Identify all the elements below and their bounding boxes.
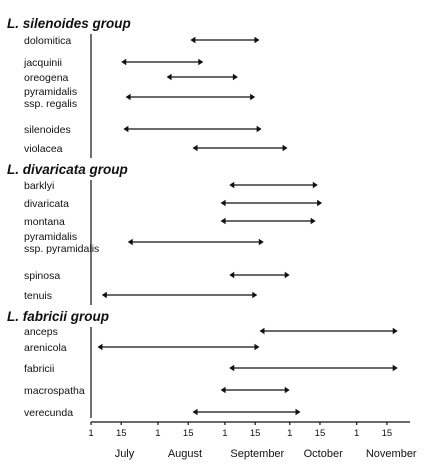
- species-row: oreogena: [24, 72, 238, 84]
- range-end-arrowhead: [258, 238, 264, 246]
- species-label: arenicola: [24, 342, 67, 354]
- month-label: August: [168, 448, 202, 460]
- range-start-arrowhead: [220, 217, 226, 225]
- species-row: silenoides: [24, 124, 262, 136]
- range-end-arrowhead: [232, 73, 238, 81]
- species-label: jacquinii: [23, 57, 62, 69]
- month-label: July: [115, 448, 135, 460]
- species-row: macrospatha: [24, 385, 290, 397]
- range-start-arrowhead: [190, 36, 196, 44]
- species-row: tenuis: [24, 290, 258, 302]
- range-end-arrowhead: [310, 217, 316, 225]
- group-2: L. fabricii group anceps arenicola fabricii…: [7, 309, 398, 419]
- range-end-arrowhead: [392, 327, 398, 335]
- species-label: oreogena: [24, 72, 69, 84]
- x-tick-label: 15: [250, 428, 261, 439]
- range-start-arrowhead: [229, 271, 235, 279]
- species-label: pyramidalis: [24, 86, 77, 98]
- range-end-arrowhead: [392, 364, 398, 372]
- species-label: spinosa: [24, 270, 60, 282]
- range-end-arrowhead: [317, 199, 323, 207]
- range-end-arrowhead: [254, 343, 260, 351]
- range-end-arrowhead: [198, 58, 204, 66]
- group-0: L. silenoides group dolomitica jacquinii or…: [7, 16, 288, 158]
- x-tick-label: 1: [155, 428, 160, 439]
- range-end-arrowhead: [282, 144, 288, 152]
- range-end-arrowhead: [312, 181, 318, 189]
- range-start-arrowhead: [166, 73, 172, 81]
- species-label: montana: [24, 216, 65, 228]
- range-start-arrowhead: [229, 364, 235, 372]
- species-row: verecunda: [24, 407, 301, 419]
- range-start-arrowhead: [220, 386, 226, 394]
- species-row: spinosa: [24, 270, 290, 282]
- species-label: barklyi: [24, 180, 54, 192]
- range-end-arrowhead: [295, 408, 301, 416]
- species-label: fabricii: [24, 363, 54, 375]
- range-start-arrowhead: [259, 327, 265, 335]
- species-row: violacea: [24, 143, 288, 155]
- x-tick-label: 15: [183, 428, 194, 439]
- month-label: September: [230, 448, 284, 460]
- species-label: ssp. pyramidalis: [24, 243, 99, 255]
- species-row: jacquinii: [23, 57, 204, 69]
- range-start-arrowhead: [220, 199, 226, 207]
- range-start-arrowhead: [101, 291, 107, 299]
- species-row: fabricii: [24, 363, 398, 375]
- x-tick-label: 15: [116, 428, 127, 439]
- species-label: tenuis: [24, 290, 52, 302]
- range-start-arrowhead: [97, 343, 103, 351]
- x-tick-label: 1: [354, 428, 359, 439]
- range-start-arrowhead: [192, 408, 198, 416]
- range-start-arrowhead: [121, 58, 127, 66]
- x-axis: 1 15 1 15 1 15 1 15 1 15 July August September Octobe…: [88, 421, 417, 460]
- species-label: dolomitica: [24, 35, 71, 47]
- range-start-arrowhead: [192, 144, 198, 152]
- species-label: verecunda: [24, 407, 73, 419]
- month-label: November: [366, 448, 417, 460]
- species-row: anceps: [24, 326, 398, 338]
- species-label: macrospatha: [24, 385, 85, 397]
- species-row: barklyi: [24, 180, 318, 192]
- species-row: divaricata: [24, 198, 323, 210]
- range-end-arrowhead: [252, 291, 258, 299]
- range-start-arrowhead: [127, 238, 133, 246]
- range-end-arrowhead: [250, 93, 256, 101]
- x-tick-label: 15: [382, 428, 393, 439]
- x-tick-label: 15: [315, 428, 326, 439]
- species-row: arenicola: [24, 342, 260, 354]
- species-label: violacea: [24, 143, 63, 155]
- species-label: anceps: [24, 326, 58, 338]
- x-tick-label: 1: [287, 428, 292, 439]
- species-label: pyramidalis: [24, 231, 77, 243]
- species-row: montana: [24, 216, 316, 228]
- x-tick-label: 1: [222, 428, 227, 439]
- x-tick-label: 1: [88, 428, 93, 439]
- month-label: October: [304, 448, 343, 460]
- range-end-arrowhead: [284, 271, 290, 279]
- range-end-arrowhead: [284, 386, 290, 394]
- species-row: dolomitica: [24, 35, 260, 47]
- range-start-arrowhead: [125, 93, 131, 101]
- species-label: ssp. regalis: [24, 98, 77, 110]
- range-end-arrowhead: [256, 125, 262, 133]
- group-title: L. fabricii group: [7, 309, 109, 324]
- species-label: divaricata: [24, 198, 69, 210]
- range-start-arrowhead: [123, 125, 129, 133]
- group-1: L. divaricata group barklyi divaricata mont…: [7, 162, 323, 305]
- groups-layer: L. silenoides group dolomitica jacquinii or…: [7, 16, 398, 419]
- range-start-arrowhead: [229, 181, 235, 189]
- group-title: L. divaricata group: [7, 162, 128, 177]
- group-title: L. silenoides group: [7, 16, 131, 31]
- species-label: silenoides: [24, 124, 71, 136]
- range-end-arrowhead: [254, 36, 260, 44]
